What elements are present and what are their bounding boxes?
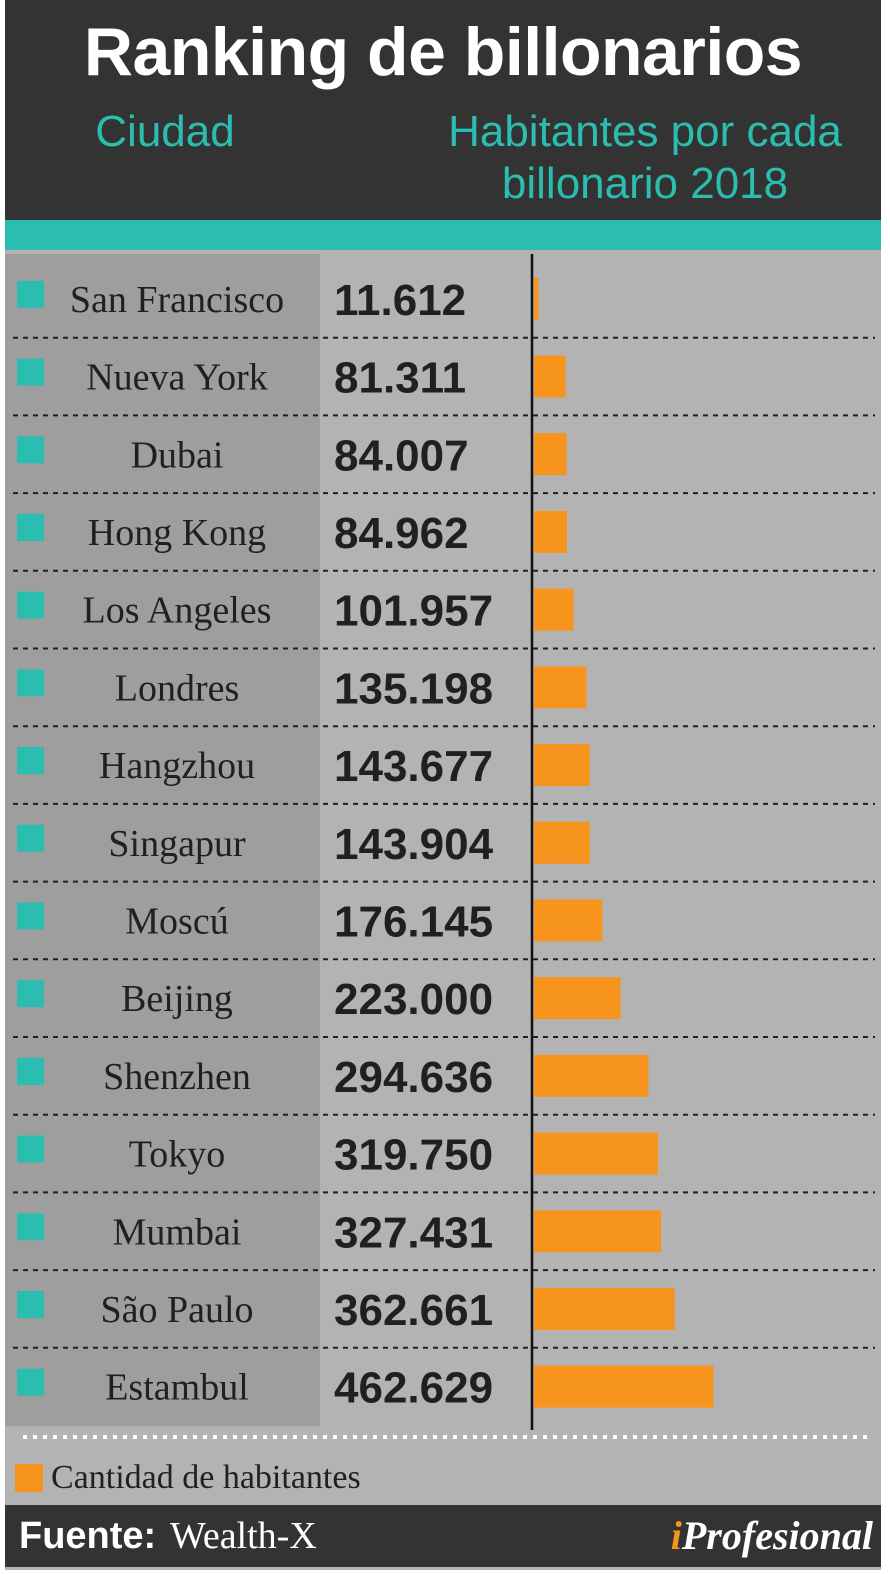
city-label: Los Angeles [83,590,272,632]
bar [534,1054,649,1097]
bar-chart: San Francisco 11.612 Nueva York 81.311 Dubai… [13,254,875,1439]
city-label: Mumbai [113,1211,242,1253]
city-bullet-icon [17,280,44,308]
bar [534,977,621,1020]
city-label: Dubai [131,434,224,476]
city-label: Beijing [121,978,233,1020]
brand-logo-i: i [670,1513,682,1558]
city-label: Moscú [125,900,228,942]
city-label: São Paulo [100,1289,253,1331]
page-title: Ranking de billonarios [83,14,803,90]
city-bullet-icon [17,1368,44,1396]
city-bullet-icon [17,591,44,619]
bar [534,277,539,320]
city-bullet-icon [17,980,44,1008]
city-label: Londres [115,667,240,709]
value-label: 327.431 [334,1208,493,1257]
city-bullet-icon [17,747,44,775]
city-bullet-icon [17,1213,44,1241]
brand-logo: iProfesional [671,1511,873,1561]
city-bullet-icon [17,1290,44,1318]
value-column-header: Habitantes por cada billonario 2018 [448,107,842,208]
bar [534,1287,675,1330]
legend-swatch [15,1464,43,1492]
value-label: 135.198 [334,664,493,713]
value-label: 294.636 [334,1053,493,1102]
value-label: 84.007 [334,431,469,480]
value-label: 81.311 [334,354,466,403]
city-column-header: Ciudad [95,107,235,156]
city-bullet-icon [17,669,44,697]
bar [534,510,567,553]
brand-logo-text: Profesional [681,1513,873,1558]
city-bullet-icon [17,436,44,464]
value-label: 462.629 [334,1364,493,1413]
value-label: 176.145 [334,897,493,946]
value-label: 319.750 [334,1131,493,1180]
source-value: Wealth-X [170,1515,317,1557]
city-label: Hong Kong [88,512,266,554]
bar [534,744,590,787]
value-label: 101.957 [334,587,493,636]
value-label: 143.677 [334,742,493,791]
bar [534,1210,662,1253]
header: Ranking de billonarios Ciudad Habitantes… [5,0,881,220]
city-label: Nueva York [86,357,268,399]
accent-band [5,220,881,250]
city-bullet-icon [17,824,44,852]
city-label: Estambul [105,1367,249,1409]
bar [534,666,587,709]
city-column-background [5,254,320,1426]
city-label: Singapur [108,823,246,865]
bar [534,588,574,631]
value-label: 362.661 [334,1286,493,1335]
city-bullet-icon [17,1057,44,1085]
legend-label: Cantidad de habitantes [51,1459,361,1496]
bar [534,433,567,476]
bar [534,821,590,864]
city-bullet-icon [17,358,44,386]
source-key: Fuente: [19,1515,157,1557]
city-label: Tokyo [129,1134,226,1176]
value-label: 223.000 [334,975,493,1024]
value-label: 143.904 [334,820,494,869]
footer: Fuente: Wealth-X iProfesional [5,1505,881,1567]
city-bullet-icon [17,1135,44,1163]
city-label: Hangzhou [99,745,255,787]
city-bullet-icon [17,902,44,930]
infographic-frame: Ranking de billonarios Ciudad Habitantes… [5,0,881,1570]
city-bullet-icon [17,513,44,541]
bar [534,355,566,398]
value-label: 84.962 [334,509,469,558]
city-label: Shenzhen [103,1056,251,1098]
bar [534,1365,714,1408]
city-label: San Francisco [70,279,284,321]
value-label: 11.612 [334,276,466,325]
bar [534,899,603,942]
bar [534,1132,659,1175]
